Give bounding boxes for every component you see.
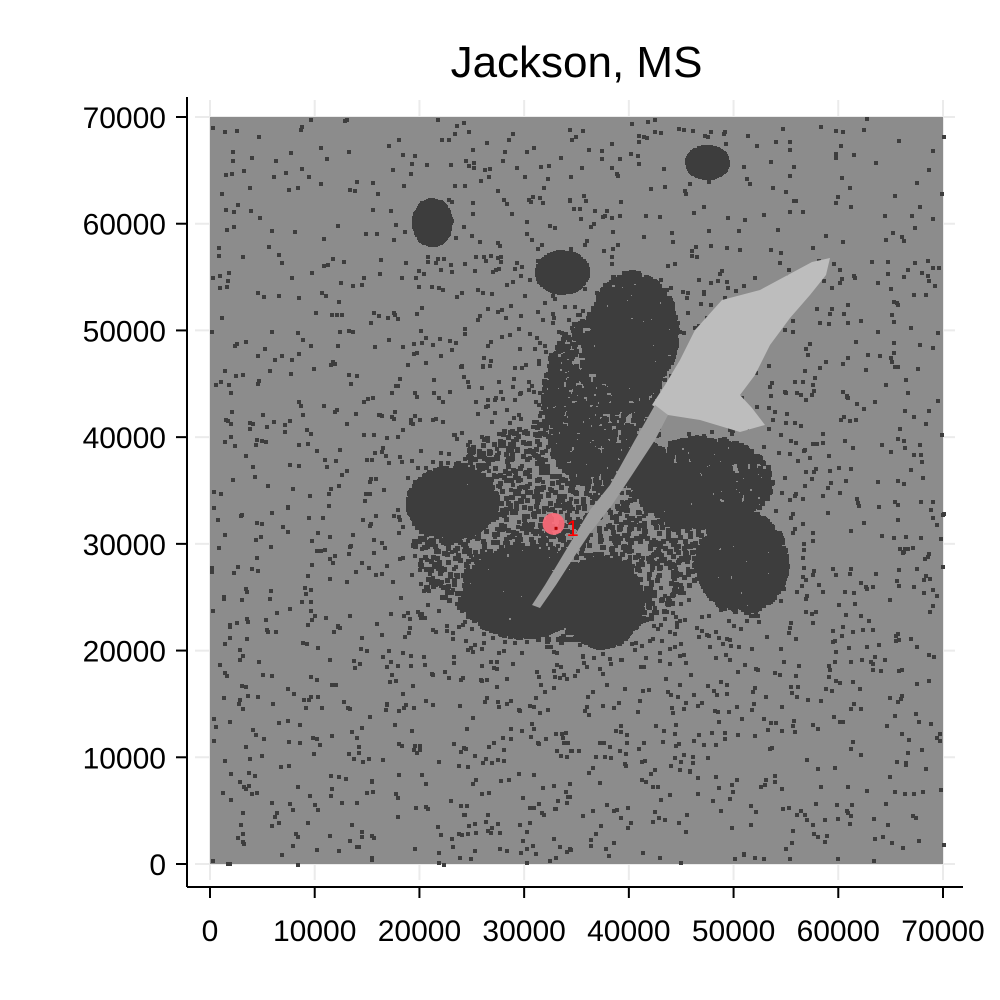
urban-core	[695, 510, 790, 615]
marker-center	[554, 526, 558, 530]
x-tick-label: 50000	[692, 915, 775, 948]
y-tick-label: 60000	[83, 209, 166, 242]
y-tick-label: 10000	[83, 742, 166, 775]
y-tick-label: 20000	[83, 636, 166, 669]
marker-label: 1	[567, 516, 579, 541]
x-tick-label: 0	[202, 915, 219, 948]
x-tick-label: 60000	[797, 915, 880, 948]
urban-core	[406, 466, 500, 540]
y-tick-label: 0	[149, 849, 166, 882]
x-tick-label: 70000	[901, 915, 984, 948]
river-corridor	[532, 405, 668, 608]
y-tick-label: 70000	[83, 102, 166, 135]
urban-core	[560, 556, 645, 650]
marker-point	[542, 512, 565, 535]
x-tick-label: 40000	[587, 915, 670, 948]
y-tick-label: 30000	[83, 529, 166, 562]
urban-core	[535, 250, 590, 295]
x-tick-label: 20000	[378, 915, 461, 948]
reservoir-water	[652, 258, 830, 432]
urban-core	[631, 436, 775, 530]
y-tick-label: 40000	[83, 422, 166, 455]
urban-core	[412, 198, 453, 247]
chart-title: Jackson, MS	[450, 38, 703, 87]
urban-core	[585, 270, 680, 395]
x-tick-label: 10000	[273, 915, 356, 948]
x-tick-label: 30000	[482, 915, 565, 948]
y-tick-label: 50000	[83, 315, 166, 348]
urban-core	[685, 145, 730, 180]
urban-core	[460, 545, 585, 640]
